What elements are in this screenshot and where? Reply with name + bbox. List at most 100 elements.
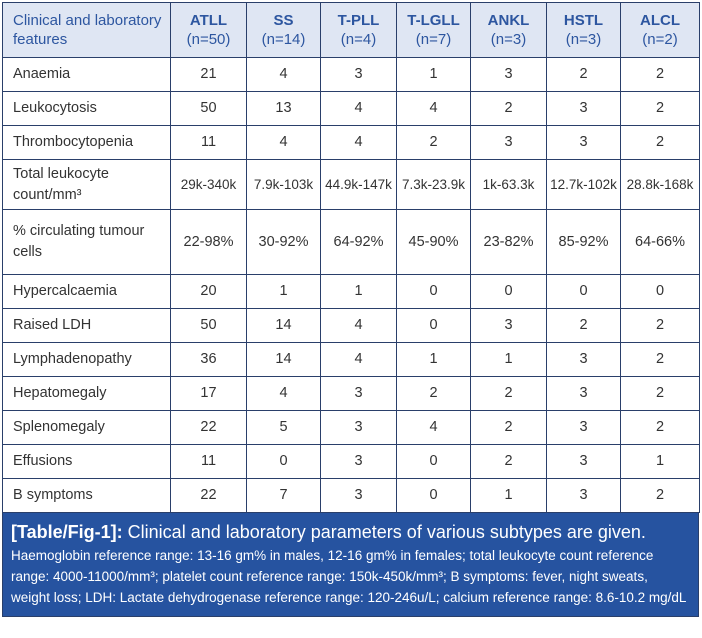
table-cell: 3 bbox=[546, 342, 621, 377]
table-cell: 64-66% bbox=[620, 209, 700, 275]
table-cell: 3 bbox=[320, 444, 397, 479]
table-cell: 36 bbox=[170, 342, 247, 377]
table-cell: 22 bbox=[170, 478, 247, 513]
caption-title: Clinical and laboratory parameters of va… bbox=[127, 522, 646, 542]
row-label: Lymphadenopathy bbox=[2, 342, 171, 377]
table-cell: 2 bbox=[546, 57, 621, 92]
table-cell: 4 bbox=[320, 308, 397, 343]
table-cell: 20 bbox=[170, 274, 247, 309]
table-cell: 3 bbox=[470, 125, 547, 160]
table-cell: 2 bbox=[620, 376, 700, 411]
table-row: Leukocytosis 50 13 4 4 2 3 2 bbox=[2, 91, 700, 126]
column-n: (n=50) bbox=[186, 31, 231, 48]
table-cell: 0 bbox=[396, 478, 471, 513]
table-cell: 0 bbox=[620, 274, 700, 309]
table-cell: 22 bbox=[170, 410, 247, 445]
header-t-pll: T-PLL (n=4) bbox=[320, 2, 397, 58]
table-row: Hepatomegaly 17 4 3 2 2 3 2 bbox=[2, 376, 700, 411]
table-cell: 3 bbox=[546, 444, 621, 479]
table-cell: 1 bbox=[470, 478, 547, 513]
column-n: (n=3) bbox=[490, 31, 527, 48]
column-name: ALCL bbox=[640, 12, 680, 29]
row-label: Leukocytosis bbox=[2, 91, 171, 126]
row-label: Thrombocytopenia bbox=[2, 125, 171, 160]
table-cell: 12.7k-102k bbox=[546, 159, 621, 210]
caption-notes: Haemoglobin reference range: 13-16 gm% i… bbox=[11, 548, 687, 605]
table-row: Hypercalcaemia 20 1 1 0 0 0 0 bbox=[2, 274, 700, 309]
table-cell: 2 bbox=[470, 410, 547, 445]
table-row: B symptoms 22 7 3 0 1 3 2 bbox=[2, 478, 700, 513]
table-cell: 2 bbox=[620, 57, 700, 92]
table-figure: Clinical and laboratory features ATLL (n=… bbox=[2, 2, 700, 617]
table-cell: 50 bbox=[170, 91, 247, 126]
table-cell: 2 bbox=[620, 308, 700, 343]
table-row: Splenomegaly 22 5 3 4 2 3 2 bbox=[2, 410, 700, 445]
table-cell: 1 bbox=[620, 444, 700, 479]
table-cell: 4 bbox=[396, 410, 471, 445]
header-alcl: ALCL (n=2) bbox=[620, 2, 700, 58]
table-cell: 2 bbox=[620, 478, 700, 513]
table-cell: 0 bbox=[470, 274, 547, 309]
table-row: Total leukocyte count/mm³ 29k-340k 7.9k-10… bbox=[2, 159, 700, 210]
table-cell: 2 bbox=[470, 444, 547, 479]
table-cell: 29k-340k bbox=[170, 159, 247, 210]
column-name: SS bbox=[273, 12, 294, 29]
table-cell: 44.9k-147k bbox=[320, 159, 397, 210]
column-name: T-LGLL bbox=[407, 12, 460, 29]
header-hstl: HSTL (n=3) bbox=[546, 2, 621, 58]
table-cell: 3 bbox=[320, 478, 397, 513]
table-cell: 3 bbox=[320, 376, 397, 411]
table-cell: 0 bbox=[546, 274, 621, 309]
table-cell: 50 bbox=[170, 308, 247, 343]
table-cell: 1 bbox=[246, 274, 321, 309]
table-row: Thrombocytopenia 11 4 4 2 3 3 2 bbox=[2, 125, 700, 160]
header-ankl: ANKL (n=3) bbox=[470, 2, 547, 58]
table-cell: 14 bbox=[246, 342, 321, 377]
table-cell: 7.9k-103k bbox=[246, 159, 321, 210]
table-row: Anaemia 21 4 3 1 3 2 2 bbox=[2, 57, 700, 92]
table-cell: 0 bbox=[396, 308, 471, 343]
row-label: B symptoms bbox=[2, 478, 171, 513]
table-cell: 17 bbox=[170, 376, 247, 411]
table-cell: 1 bbox=[470, 342, 547, 377]
table-cell: 1 bbox=[320, 274, 397, 309]
table-cell: 2 bbox=[620, 410, 700, 445]
row-label: Hepatomegaly bbox=[2, 376, 171, 411]
header-feature: Clinical and laboratory features bbox=[2, 2, 171, 58]
table-cell: 23-82% bbox=[470, 209, 547, 275]
table-cell: 4 bbox=[396, 91, 471, 126]
table-cell: 2 bbox=[470, 91, 547, 126]
header-t-lgll: T-LGLL (n=7) bbox=[396, 2, 471, 58]
table-cell: 4 bbox=[320, 91, 397, 126]
table-cell: 2 bbox=[620, 125, 700, 160]
row-label: Anaemia bbox=[2, 57, 171, 92]
table-cell: 4 bbox=[246, 125, 321, 160]
table-cell: 4 bbox=[320, 125, 397, 160]
column-name: HSTL bbox=[563, 12, 604, 29]
table-cell: 30-92% bbox=[246, 209, 321, 275]
table-cell: 3 bbox=[546, 376, 621, 411]
table-row: Lymphadenopathy 36 14 4 1 1 3 2 bbox=[2, 342, 700, 377]
column-name: T-PLL bbox=[337, 12, 380, 29]
row-label: Hypercalcaemia bbox=[2, 274, 171, 309]
header-row: Clinical and laboratory features ATLL (n=… bbox=[2, 2, 700, 58]
row-label: Total leukocyte count/mm³ bbox=[2, 159, 171, 210]
table-cell: 3 bbox=[470, 308, 547, 343]
table-cell: 3 bbox=[320, 57, 397, 92]
table-row: % circulating tumour cells 22-98% 30-92% 64… bbox=[2, 209, 700, 275]
table-cell: 1k-63.3k bbox=[470, 159, 547, 210]
table-cell: 11 bbox=[170, 444, 247, 479]
table-cell: 3 bbox=[470, 57, 547, 92]
row-label: % circulating tumour cells bbox=[2, 209, 171, 275]
table-cell: 0 bbox=[246, 444, 321, 479]
table-cell: 85-92% bbox=[546, 209, 621, 275]
table-cell: 7 bbox=[246, 478, 321, 513]
table-cell: 45-90% bbox=[396, 209, 471, 275]
table-cell: 28.8k-168k bbox=[620, 159, 700, 210]
table-cell: 2 bbox=[620, 91, 700, 126]
table-cell: 3 bbox=[546, 410, 621, 445]
table-cell: 4 bbox=[246, 376, 321, 411]
table-cell: 2 bbox=[396, 125, 471, 160]
header-ss: SS (n=14) bbox=[246, 2, 321, 58]
row-label: Raised LDH bbox=[2, 308, 171, 343]
